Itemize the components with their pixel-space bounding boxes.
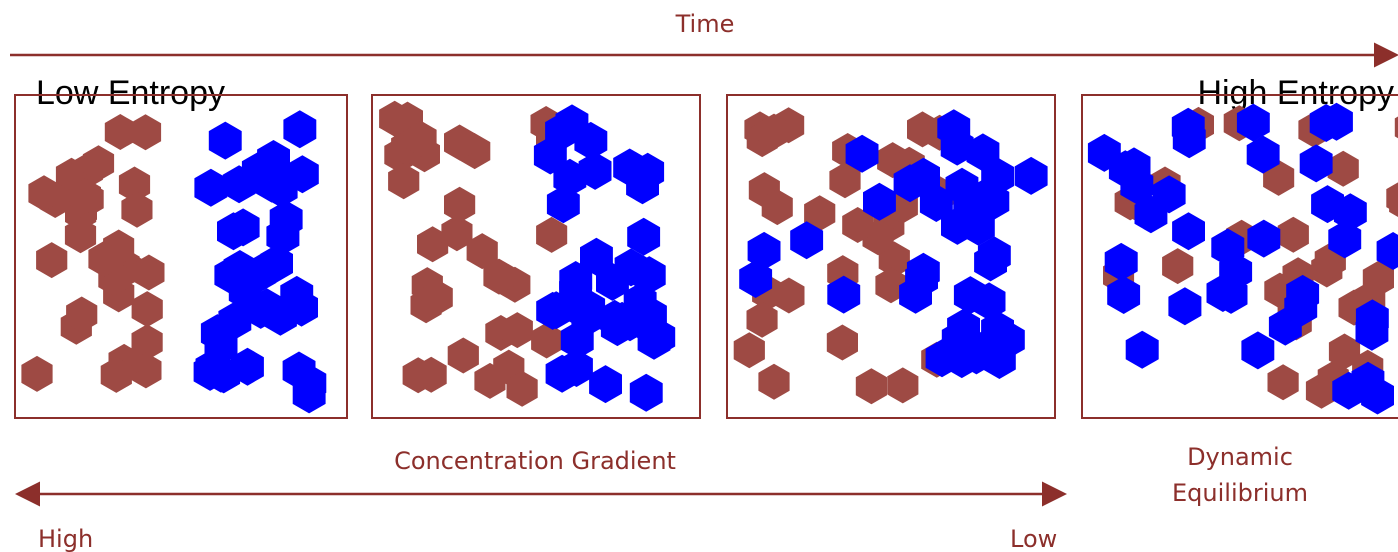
brown-particle — [132, 291, 163, 327]
high-entropy: High Entropy — [1197, 74, 1394, 112]
time-label: Time — [675, 10, 735, 38]
blue-particle — [1126, 331, 1159, 369]
brown-particle — [1162, 248, 1193, 284]
high-label: High — [38, 525, 93, 552]
brown-particle — [36, 242, 67, 278]
low-label: Low — [1010, 525, 1057, 552]
panels — [15, 95, 1398, 418]
brown-particle — [1268, 364, 1299, 400]
brown-particle — [856, 368, 887, 404]
brown-particle — [1278, 217, 1309, 253]
diagram: Time Low Entropy High Entropy Concentrat… — [0, 0, 1398, 552]
blue-particle — [630, 374, 663, 412]
blue-particle — [1241, 331, 1274, 369]
brown-particle — [448, 338, 479, 374]
brown-particle — [444, 187, 475, 223]
blue-particle — [194, 169, 227, 207]
brown-particle — [827, 325, 858, 361]
equilibrium-label: Equilibrium — [1172, 479, 1308, 507]
brown-particle — [21, 356, 52, 392]
blue-particle — [589, 365, 622, 403]
brown-particle — [734, 332, 765, 368]
blue-particle — [209, 122, 242, 160]
brown-particle — [887, 367, 918, 403]
gradient-label: Concentration Gradient — [394, 447, 676, 475]
blue-particle — [1168, 287, 1201, 325]
blue-particle — [283, 110, 316, 148]
brown-particle — [130, 114, 161, 150]
brown-particle — [758, 364, 789, 400]
blue-particle — [1247, 220, 1280, 258]
blue-particle — [1015, 157, 1048, 195]
equilibrium-label: Dynamic — [1187, 443, 1293, 471]
blue-particle — [1172, 212, 1205, 250]
low-entropy: Low Entropy — [36, 74, 225, 112]
